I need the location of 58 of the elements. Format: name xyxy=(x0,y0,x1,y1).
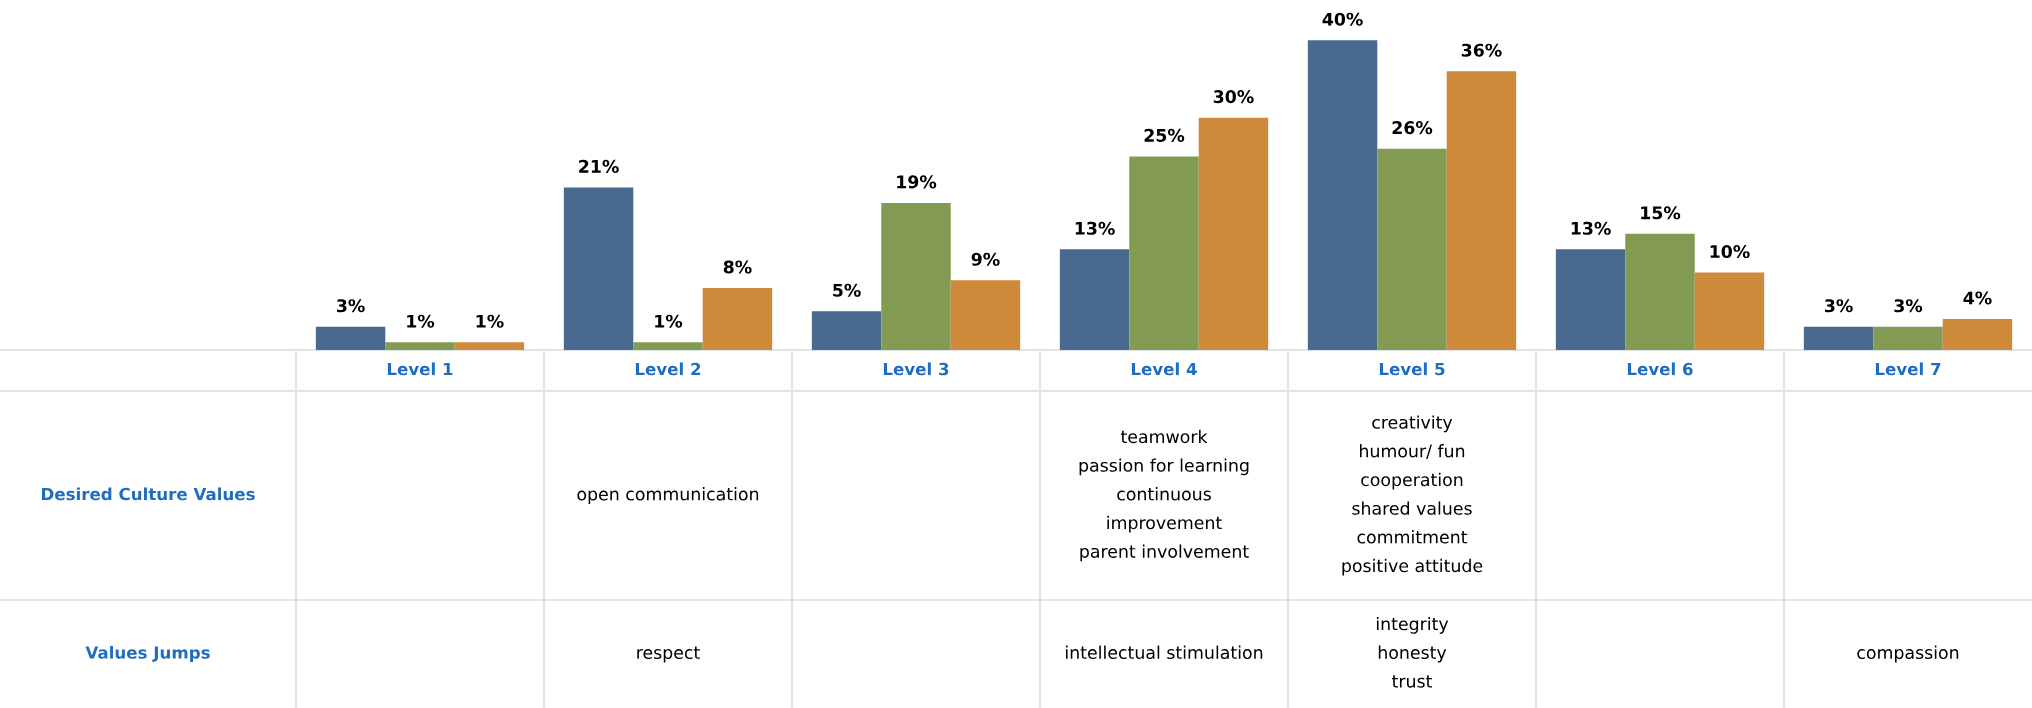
bar xyxy=(1446,71,1517,350)
bar xyxy=(563,187,634,350)
bar xyxy=(811,311,882,350)
text: Desired Culture Values xyxy=(42,487,255,501)
text: teamwork passion for learning continuous improvement parent involvement xyxy=(1079,429,1249,562)
x-tick-label: Level 5 xyxy=(1379,362,1445,376)
bar xyxy=(702,288,773,350)
bar xyxy=(1803,326,1874,350)
text: open communication xyxy=(577,487,759,504)
data-label: 36% xyxy=(1461,43,1502,57)
text: integrity honesty trust xyxy=(1376,616,1449,688)
data-label: 40% xyxy=(1322,12,1363,26)
bar xyxy=(1942,319,2013,350)
bar xyxy=(1059,249,1130,350)
bar xyxy=(633,342,703,350)
text: respect xyxy=(637,646,700,663)
x-tick-label: Level 1 xyxy=(387,362,453,376)
data-label: 10% xyxy=(1710,244,1750,259)
data-label: 26% xyxy=(1392,121,1433,135)
data-label: 30% xyxy=(1213,90,1254,104)
data-label: 15% xyxy=(1641,206,1681,220)
data-label: 4% xyxy=(1963,291,1992,305)
bar xyxy=(1377,148,1447,350)
x-tick-label: Level 7 xyxy=(1875,362,1941,376)
bar xyxy=(1625,233,1695,350)
data-label: 5% xyxy=(833,283,861,297)
data-label: 13% xyxy=(1075,221,1115,235)
text: Values Jumps xyxy=(85,645,210,663)
x-tick-label: Level 6 xyxy=(1627,362,1693,376)
data-label: 9% xyxy=(971,252,1000,266)
data-label: 25% xyxy=(1144,128,1185,142)
bar xyxy=(1873,326,1943,350)
bar xyxy=(315,326,386,350)
text: creativity humour/ fun cooperation shared values commitment positive attitude xyxy=(1342,415,1483,576)
bar xyxy=(454,342,525,350)
text: intellectual stimulation xyxy=(1066,645,1263,660)
text: compassion xyxy=(1857,645,1959,663)
x-tick-label: Level 2 xyxy=(635,362,701,376)
data-label: 1% xyxy=(476,314,504,328)
data-label: 3% xyxy=(336,299,365,313)
data-label: 3% xyxy=(1894,299,1923,313)
bar xyxy=(385,342,455,350)
data-label: 3% xyxy=(1824,299,1853,313)
bar xyxy=(1129,156,1199,350)
data-label: 13% xyxy=(1571,221,1611,235)
x-tick-label: Level 3 xyxy=(883,362,949,376)
bar xyxy=(1555,249,1626,350)
data-label: 1% xyxy=(407,314,435,328)
bar xyxy=(950,280,1021,350)
data-label: 1% xyxy=(655,314,683,328)
bar xyxy=(1694,272,1765,350)
x-tick-label: Level 4 xyxy=(1131,362,1197,376)
data-label: 21% xyxy=(579,159,619,173)
data-label: 8% xyxy=(723,260,752,274)
bar xyxy=(881,202,951,350)
bar xyxy=(1198,117,1269,350)
data-label: 19% xyxy=(897,175,937,189)
bar xyxy=(1307,40,1378,350)
